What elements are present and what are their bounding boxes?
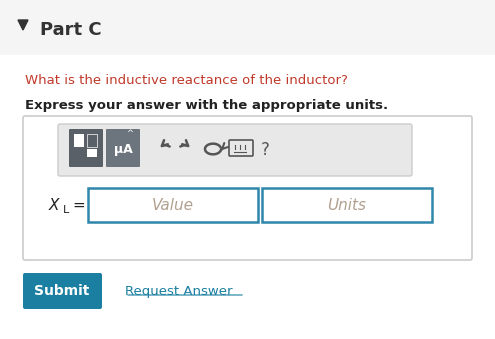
Bar <box>87 149 97 157</box>
Text: $X$: $X$ <box>49 197 62 213</box>
Text: L: L <box>63 205 69 215</box>
FancyBboxPatch shape <box>88 188 258 222</box>
FancyBboxPatch shape <box>23 273 102 309</box>
Polygon shape <box>18 20 28 30</box>
Bar <box>74 134 84 147</box>
FancyBboxPatch shape <box>23 116 472 260</box>
Text: What is the inductive reactance of the inductor?: What is the inductive reactance of the i… <box>25 74 348 86</box>
FancyBboxPatch shape <box>262 188 432 222</box>
Text: Units: Units <box>328 198 366 213</box>
Text: Submit: Submit <box>34 284 90 298</box>
Text: ?: ? <box>260 141 269 159</box>
FancyBboxPatch shape <box>0 0 495 55</box>
Text: Request Answer: Request Answer <box>125 284 233 298</box>
FancyBboxPatch shape <box>106 129 140 167</box>
Text: μA: μA <box>114 143 132 157</box>
Text: Express your answer with the appropriate units.: Express your answer with the appropriate… <box>25 99 388 112</box>
Text: =: = <box>72 198 85 213</box>
Text: Value: Value <box>152 198 194 213</box>
Bar <box>87 134 97 147</box>
Text: ^: ^ <box>127 129 134 139</box>
FancyBboxPatch shape <box>69 129 103 167</box>
FancyBboxPatch shape <box>58 124 412 176</box>
Text: Part C: Part C <box>40 21 101 39</box>
